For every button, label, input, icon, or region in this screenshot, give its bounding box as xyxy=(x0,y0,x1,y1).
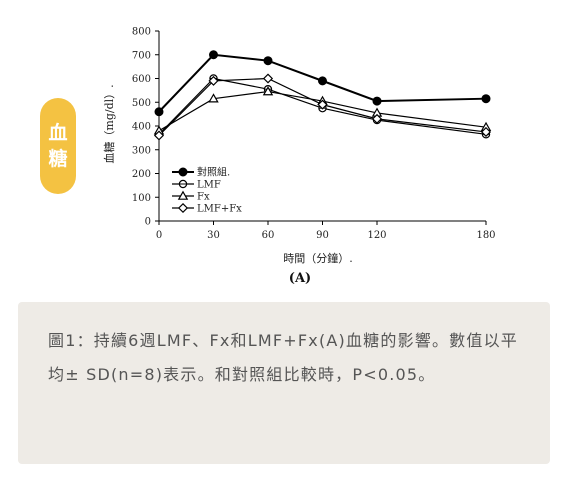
x-tick-label: 120 xyxy=(367,230,386,241)
line-chart: 0 100 200 300 400 500 600 700 800 0 30 60 90 120 180 對… xyxy=(102,27,496,287)
legend-label: 對照組. xyxy=(197,166,230,179)
y-tick-label: 200 xyxy=(132,169,151,180)
series-1-point xyxy=(481,94,491,104)
legend-label: LMF+Fx xyxy=(197,204,242,215)
series-1-point xyxy=(209,50,218,60)
series-3-point xyxy=(208,93,219,103)
legend-label: Fx xyxy=(197,192,210,203)
series-3-point xyxy=(262,86,274,96)
series-4-point xyxy=(153,130,165,141)
x-axis-title: 時間（分鐘）. xyxy=(283,251,353,265)
panel-label: (A) xyxy=(289,271,311,286)
x-tick-label: 0 xyxy=(156,230,162,241)
tag-char-1: 血 xyxy=(48,122,68,144)
series-line-2 xyxy=(158,77,487,135)
series-1-point xyxy=(263,56,273,66)
series-4-point xyxy=(480,126,492,137)
figure-caption: 圖1：持續6週LMF、Fx和LMF+Fx(A)血糖的影響。數值以平均± SD(n… xyxy=(18,302,550,464)
tag-char-2: 糖 xyxy=(48,148,68,170)
series-line-4 xyxy=(158,77,487,136)
series-1-point xyxy=(154,107,164,117)
series-line-3 xyxy=(158,90,487,132)
y-tick-label: 100 xyxy=(132,193,151,204)
legend-label: LMF xyxy=(197,180,221,191)
y-tick-label: 800 xyxy=(132,27,151,38)
y-tick-label: 500 xyxy=(132,98,151,109)
legend-marker xyxy=(178,167,188,177)
series-4-point xyxy=(317,99,328,110)
x-tick-label: 180 xyxy=(476,230,495,241)
blood-sugar-tag: 血 糖 xyxy=(40,98,76,194)
legend-marker xyxy=(177,202,189,214)
y-tick-label: 0 xyxy=(145,217,151,228)
x-tick-label: 30 xyxy=(207,230,220,241)
y-tick-label: 600 xyxy=(132,74,151,85)
series-1-point xyxy=(372,96,382,106)
series-line-1 xyxy=(158,53,487,113)
series-4-point xyxy=(208,75,219,86)
x-tick-label: 60 xyxy=(262,230,275,241)
y-axis-title: 血糖（mg/dl）. xyxy=(102,84,116,163)
caption-text: 圖1：持續6週LMF、Fx和LMF+Fx(A)血糖的影響。數值以平均± SD(n… xyxy=(48,331,518,384)
y-tick-label: 300 xyxy=(132,145,151,156)
series-1-point xyxy=(318,76,327,86)
series-4-point xyxy=(262,73,274,84)
y-tick-label: 400 xyxy=(132,122,151,133)
series-4-point xyxy=(371,113,383,124)
legend-marker xyxy=(177,190,189,200)
x-tick-label: 90 xyxy=(316,230,329,241)
y-tick-label: 700 xyxy=(132,50,151,61)
